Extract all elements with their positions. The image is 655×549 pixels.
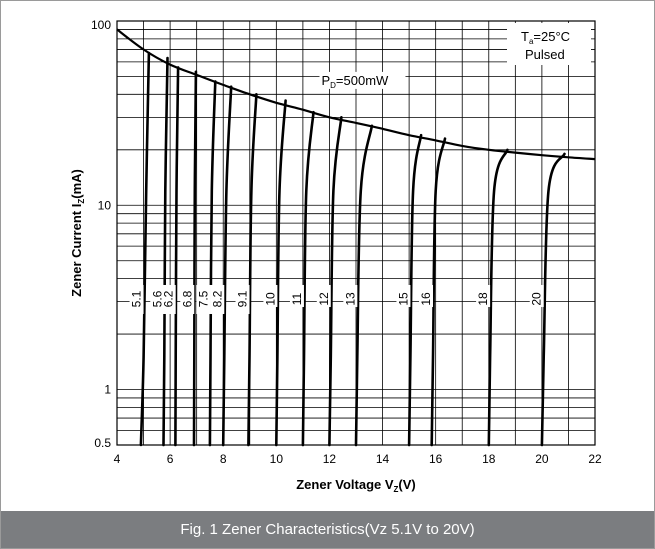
power-limit-subscript: D: [330, 81, 336, 90]
power-limit-layer: [116, 28, 596, 161]
series-label: 12: [317, 292, 331, 306]
x-tick-label: 4: [114, 452, 121, 466]
x-axis-title-main: Zener Voltage V: [296, 477, 394, 492]
x-axis-title: Zener Voltage VZ(V): [296, 477, 416, 494]
power-limit-symbol: P: [321, 73, 330, 88]
x-tick-label: 18: [482, 452, 496, 466]
series-label-backdrop: [419, 284, 434, 307]
series-label: 16: [419, 292, 433, 306]
conditions-line-2: Pulsed: [525, 47, 565, 62]
zener-curve-10: [275, 99, 287, 447]
zener-curve-11: [301, 110, 315, 447]
series-label-backdrop: [396, 284, 411, 307]
x-tick-label: 10: [270, 452, 284, 466]
conditions-temp-value: =25°C: [533, 29, 570, 44]
x-tick-label: 16: [429, 452, 443, 466]
series-label: 6.8: [180, 290, 194, 307]
conditions-backdrop: [507, 23, 591, 65]
zener-curve-20: [540, 152, 566, 447]
series-label: 7.5: [196, 290, 210, 307]
y-tick-label: 0.5: [94, 436, 111, 450]
conditions-line-1: Ta=25°C: [521, 29, 570, 46]
series-label: 20: [530, 292, 544, 306]
y-tick-label: 10: [98, 198, 112, 212]
y-axis-title: Zener Current IZ(mA): [69, 169, 86, 297]
zener-curve-9-1: [247, 93, 258, 447]
series-label: 8.2: [210, 290, 224, 307]
series-label-backdrop: [316, 284, 331, 307]
series-label-backdrop: [161, 284, 176, 314]
series-label: 13: [343, 292, 357, 306]
zener-characteristics-chart: 4 6 8 10 12 14 16 18 20 22 100 10 1 0.5 Zener Voltage …: [69, 18, 602, 494]
series-label: 9.1: [236, 290, 250, 307]
series-label: 5.6: [150, 290, 164, 307]
zener-curve-6-2: [174, 66, 180, 447]
zener-curve-16: [430, 137, 447, 447]
conditions-temp-symbol: T: [521, 29, 529, 44]
series-label-backdrop: [289, 284, 304, 307]
zener-curve-13: [354, 124, 374, 447]
y-tick-label: 100: [91, 18, 111, 32]
y-axis-title-unit: (mA): [69, 169, 84, 199]
series-label-backdrop: [196, 284, 211, 314]
series-label: 18: [476, 292, 490, 306]
x-tick-label: 8: [220, 452, 227, 466]
series-label: 6.2: [162, 290, 176, 307]
series-label: 11: [290, 292, 304, 305]
zener-curve-5-1: [139, 51, 151, 447]
power-limit-curve: [116, 28, 596, 161]
series-label-backdrop: [235, 284, 250, 314]
series-label-backdrop: [529, 284, 544, 307]
x-tick-label: 22: [588, 452, 602, 466]
zener-curve-18: [487, 148, 509, 447]
zener-curve-15: [407, 133, 423, 447]
conditions-temp-subscript: a: [529, 37, 534, 46]
series-label-backdrop: [150, 284, 165, 314]
zener-curve-12: [328, 116, 343, 447]
series-label-backdrop: [263, 284, 278, 307]
series-label: 10: [263, 292, 277, 306]
zener-curve-5-6: [162, 56, 169, 447]
zener-curve-7-5: [208, 80, 217, 447]
power-limit-label: PD=500mW: [321, 73, 389, 90]
series-label-backdrop: [476, 284, 491, 307]
y-axis-title-main: Zener Current I: [69, 204, 84, 297]
power-limit-value: =500mW: [336, 73, 389, 88]
series-label-backdrop: [210, 284, 225, 314]
x-tick-label: 20: [535, 452, 549, 466]
series-label-backdrop: [129, 284, 144, 314]
series-label: 5.1: [130, 290, 144, 307]
y-tick-label: 1: [104, 383, 111, 397]
chart-labels: 4 6 8 10 12 14 16 18 20 22 100 10 1 0.5 Zener Voltage …: [69, 18, 602, 494]
series-label-backdrop: [343, 284, 358, 307]
figure-caption: Fig. 1 Zener Characteristics(Vz 5.1V to …: [1, 511, 654, 548]
x-tick-label: 14: [376, 452, 390, 466]
zener-curve-8-2: [221, 85, 233, 447]
x-tick-label: 12: [323, 452, 337, 466]
zener-curve-6-8: [192, 70, 198, 447]
x-tick-label: 6: [167, 452, 174, 466]
y-axis-title-subscript: Z: [77, 199, 86, 204]
power-limit-label-backdrop: [319, 71, 406, 89]
x-axis-title-unit: (V): [398, 477, 415, 492]
series-label: 15: [396, 292, 410, 306]
x-axis-title-subscript: Z: [394, 485, 399, 494]
zener-curves: [139, 51, 566, 447]
series-label-backdrop: [180, 284, 195, 314]
